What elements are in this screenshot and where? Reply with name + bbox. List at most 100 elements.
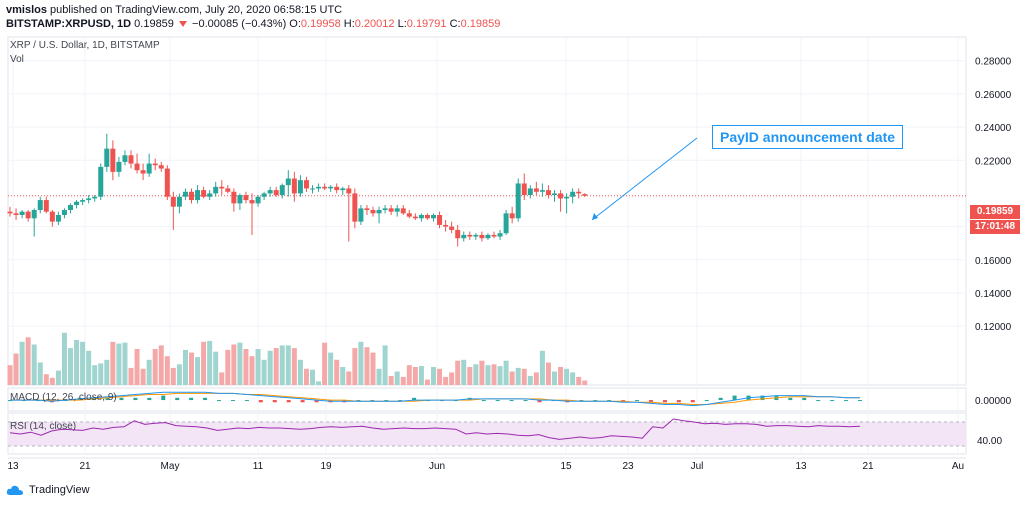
macd-histogram-bar [244, 400, 249, 402]
volume-bar [533, 372, 539, 385]
volume-bar [80, 341, 86, 385]
volume-bar [497, 366, 503, 385]
candle-body [370, 210, 376, 214]
volume-bar [527, 376, 533, 385]
volume-bar [285, 345, 291, 385]
macd-histogram-bar [537, 400, 542, 403]
macd-histogram-bar [662, 400, 667, 403]
volume-bar [461, 359, 467, 385]
candle-body [570, 191, 576, 197]
time-tick-label: Jun [429, 461, 445, 472]
macd-histogram-bar [704, 400, 709, 402]
volume-bar [364, 347, 370, 385]
volume-bar [328, 352, 334, 385]
macd-pane-frame [7, 387, 967, 412]
candle-body [406, 213, 412, 217]
rsi-tick-label: 40.00 [977, 436, 1002, 447]
volume-bar [431, 367, 436, 385]
macd-histogram-bar [690, 400, 695, 403]
volume-bar [539, 350, 545, 385]
last-price: 0.19859 [134, 18, 174, 30]
candle-body [86, 198, 92, 201]
candle-body [394, 208, 400, 212]
macd-histogram-bar [760, 395, 765, 401]
candle-body [219, 186, 225, 189]
candle-body [461, 234, 467, 239]
volume-bar [316, 381, 322, 385]
volume-bar [158, 345, 164, 385]
candle-body [388, 208, 394, 212]
volume-bar [443, 376, 449, 385]
volume-bar [61, 332, 67, 385]
candle-body [310, 188, 315, 190]
price-pane-frame [7, 36, 967, 386]
down-arrow-icon [178, 21, 187, 28]
volume-bar [418, 366, 424, 385]
volume-bar [164, 356, 170, 385]
volume-bar [455, 360, 461, 385]
macd-histogram-bar [258, 400, 263, 403]
candle-body [364, 208, 370, 211]
volume-bar [515, 367, 521, 385]
candle-body [189, 191, 194, 201]
candle-body [491, 234, 497, 237]
candle-body [473, 234, 479, 237]
volume-bar [406, 365, 412, 385]
volume-bar [49, 377, 55, 385]
macd-zero-label: 0.00000 [975, 396, 1012, 407]
volume-bar [358, 341, 364, 385]
macd-histogram-bar [384, 400, 389, 402]
volume-bar [98, 363, 104, 385]
volume-bar [68, 348, 73, 385]
volume-bar [521, 368, 527, 385]
time-tick-label: 13 [7, 461, 19, 472]
volume-bar [219, 372, 225, 385]
annotation-arrowhead [592, 213, 598, 220]
chart-title: XRP / U.S. Dollar, 1D, BITSTAMP [10, 40, 160, 51]
time-tick-label: May [161, 461, 180, 472]
volume-bar [424, 379, 430, 385]
volume-bar [509, 371, 515, 385]
candle-body [261, 193, 267, 197]
candle-body [443, 224, 449, 227]
candle-body [140, 170, 146, 174]
macd-histogram-bar [286, 400, 291, 403]
candle-body [533, 188, 539, 192]
macd-histogram-bar [133, 397, 138, 401]
candle-body [195, 190, 201, 201]
price-tick-label: 0.12000 [975, 322, 1012, 333]
volume-bar [231, 344, 237, 385]
volume-bar [261, 359, 267, 385]
tradingview-logo[interactable]: TradingView [6, 484, 90, 496]
payid-annotation[interactable]: PayID announcement date [712, 125, 904, 149]
price-tick-label: 0.22000 [975, 156, 1012, 167]
candle-body [43, 200, 49, 212]
volume-bar [140, 368, 146, 385]
candle-body [146, 163, 152, 174]
candle-body [98, 166, 104, 197]
volume-bar [55, 370, 61, 385]
candle-body [558, 193, 564, 199]
candle-body [431, 214, 436, 219]
candle-body [521, 183, 527, 196]
macd-histogram-bar [398, 400, 403, 402]
candle-body [13, 213, 19, 215]
volume-legend: Vol [10, 54, 24, 65]
candle-body [503, 213, 509, 234]
candle-body [485, 234, 491, 239]
volume-bar [394, 371, 400, 385]
price-tick-label: 0.16000 [975, 256, 1012, 267]
macd-histogram-bar [495, 400, 500, 402]
macd-histogram-bar [523, 400, 528, 402]
volume-bar [273, 348, 279, 385]
volume-bar [92, 365, 98, 385]
macd-histogram-bar [732, 395, 737, 401]
macd-histogram-bar [314, 400, 319, 403]
candle-body [37, 200, 43, 211]
candle-body [334, 186, 340, 191]
candle-body [291, 178, 297, 194]
candle-body [152, 163, 158, 166]
candle-body [182, 191, 188, 197]
time-tick-label: 13 [795, 461, 807, 472]
